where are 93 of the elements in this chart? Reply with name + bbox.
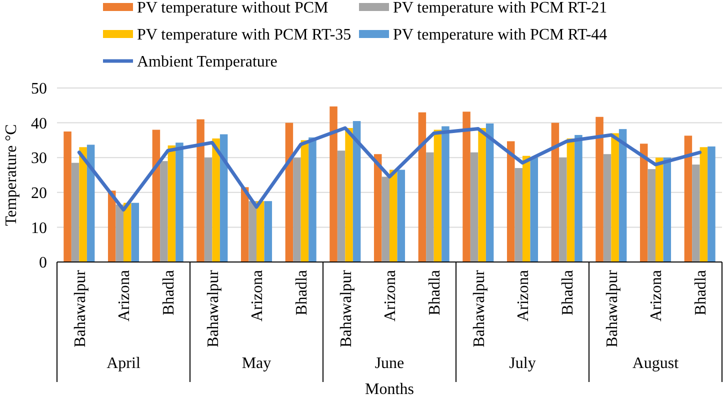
bar xyxy=(248,201,256,262)
bar xyxy=(656,158,664,262)
bar xyxy=(663,158,672,262)
bar xyxy=(337,150,346,262)
y-tick-label: 50 xyxy=(31,80,47,98)
x-tick-label: Bhadla xyxy=(692,270,710,316)
text: June xyxy=(374,355,404,372)
bar xyxy=(551,122,560,262)
bar xyxy=(79,147,87,262)
y-tick-label: 0 xyxy=(39,254,47,272)
x-tick-label: Bahawalpur xyxy=(72,269,89,348)
bar xyxy=(374,154,382,262)
y-tick-label: 10 xyxy=(31,220,47,237)
bar xyxy=(152,130,160,262)
bar xyxy=(212,138,220,262)
y-tick-label: 40 xyxy=(31,115,47,132)
bar xyxy=(204,158,212,262)
bar xyxy=(611,133,619,262)
text: May xyxy=(242,355,272,372)
bar xyxy=(131,202,140,262)
bar xyxy=(86,144,95,262)
bar xyxy=(390,170,398,262)
bar xyxy=(293,158,301,262)
bar xyxy=(426,152,434,262)
bar xyxy=(220,134,228,262)
text: August xyxy=(632,355,680,372)
bar xyxy=(397,170,406,262)
x-axis-title: Months xyxy=(365,381,414,398)
bar xyxy=(596,116,604,262)
bar xyxy=(300,140,309,262)
bar xyxy=(574,134,582,262)
bar xyxy=(478,128,486,262)
x-tick-label: Bahawalpur xyxy=(338,269,355,348)
legend-label: PV temperature with PCM RT-35 xyxy=(137,26,352,44)
bar xyxy=(522,156,530,262)
bar xyxy=(418,112,426,262)
bar xyxy=(486,123,494,262)
bar xyxy=(71,162,80,262)
bar xyxy=(506,141,515,262)
bar xyxy=(566,138,575,262)
bar xyxy=(442,126,450,262)
x-tick-label: Bhadla xyxy=(559,270,576,316)
legend-label: PV temperature with PCM RT-44 xyxy=(393,26,608,44)
x-tick-label: Bahawalpur xyxy=(204,269,222,348)
x-tick-label: Arizona xyxy=(648,270,666,322)
y-tick-label: 30 xyxy=(31,150,47,168)
x-tick-label: Arizona xyxy=(249,270,266,322)
x-tick-label: Arizona xyxy=(382,270,400,322)
bar xyxy=(196,119,204,262)
bar xyxy=(264,201,272,262)
bar xyxy=(559,158,567,262)
bar xyxy=(168,145,176,262)
bar xyxy=(603,154,612,262)
bar xyxy=(124,202,132,262)
text: April xyxy=(106,355,141,372)
bar xyxy=(308,137,316,262)
bar xyxy=(514,168,522,262)
legend-label: PV temperature without PCM xyxy=(137,0,328,17)
bar xyxy=(285,122,294,262)
bar xyxy=(352,121,361,262)
bar xyxy=(684,136,692,262)
x-tick-label: Bahawalpur xyxy=(470,269,488,348)
bar xyxy=(434,130,442,262)
y-tick-label: 20 xyxy=(31,185,47,202)
bar xyxy=(618,129,627,262)
x-tick-label: Arizona xyxy=(515,270,532,322)
bar xyxy=(708,146,716,262)
x-tick-label: Bahawalpur xyxy=(604,269,621,348)
bar xyxy=(256,201,264,262)
bar xyxy=(462,112,470,262)
x-tick-label: Bhadla xyxy=(426,270,444,316)
bar xyxy=(240,187,249,262)
bar xyxy=(116,204,124,262)
line-series xyxy=(77,126,702,212)
bar xyxy=(345,128,353,262)
bar xyxy=(530,158,538,262)
bar xyxy=(160,161,168,262)
bar xyxy=(382,176,390,262)
x-tick-label: Bhadla xyxy=(160,270,178,316)
x-tick-label: Arizona xyxy=(116,270,134,322)
bar xyxy=(470,152,478,262)
y-axis-title: Temperature °C xyxy=(3,124,20,226)
x-tick-label: Bhadla xyxy=(293,270,310,316)
bar xyxy=(330,106,338,262)
bar xyxy=(176,142,184,262)
bar xyxy=(692,164,700,262)
bar xyxy=(64,132,72,262)
bar xyxy=(640,144,648,262)
bar xyxy=(700,147,708,262)
bar xyxy=(648,169,656,262)
text: July xyxy=(509,355,536,372)
legend-label: PV temperature with PCM RT-21 xyxy=(393,0,608,17)
legend-label: Ambient Temperature xyxy=(137,54,278,71)
